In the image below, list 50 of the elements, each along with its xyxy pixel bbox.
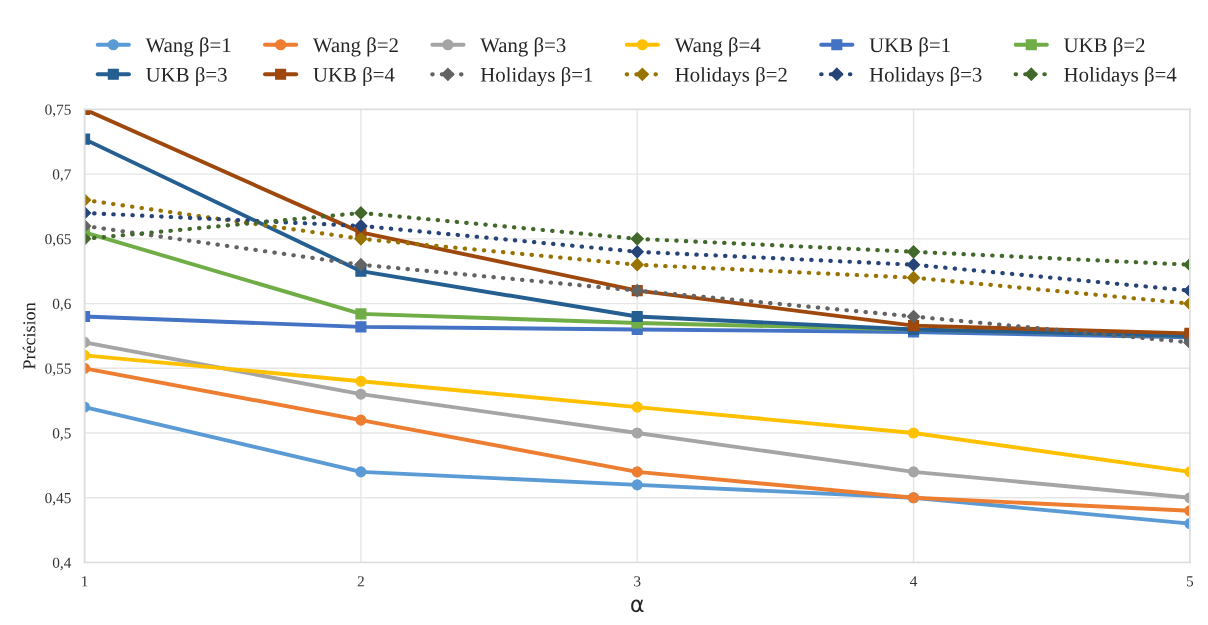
y-tick-label: 0,5 bbox=[52, 428, 71, 441]
point bbox=[354, 258, 368, 272]
legend-label: UKB β=2 bbox=[1063, 37, 1145, 57]
point bbox=[354, 206, 368, 220]
point bbox=[631, 310, 643, 323]
y-tick-label: 0,4 bbox=[52, 557, 72, 571]
point bbox=[906, 309, 921, 324]
point bbox=[630, 245, 644, 259]
legend-label: UKB β=3 bbox=[146, 66, 227, 87]
legend-label: Holidays β=2 bbox=[675, 66, 787, 87]
legend-label: UKB β=4 bbox=[313, 66, 395, 87]
x-tick-label: 2 bbox=[357, 576, 364, 587]
point bbox=[355, 414, 367, 426]
point bbox=[907, 427, 920, 439]
point bbox=[631, 466, 643, 478]
point bbox=[906, 271, 921, 285]
x-tick-label: 5 bbox=[1186, 576, 1194, 587]
point bbox=[906, 258, 921, 272]
point bbox=[630, 232, 644, 246]
point bbox=[631, 401, 643, 413]
y-axis-title: Précision bbox=[22, 302, 36, 370]
legend-label: Holidays β=4 bbox=[1064, 66, 1177, 87]
point bbox=[354, 219, 368, 233]
point bbox=[355, 388, 367, 400]
point bbox=[355, 375, 367, 387]
y-tick-label: 0,7 bbox=[52, 169, 71, 182]
x-tick-label: 3 bbox=[634, 576, 641, 587]
legend-label: UKB β=1 bbox=[869, 37, 950, 57]
point bbox=[355, 308, 367, 320]
y-tick-label: 0,45 bbox=[45, 492, 71, 506]
y-tick-label: 0,75 bbox=[45, 104, 71, 118]
legend-label: Wang β=3 bbox=[480, 37, 566, 57]
legend-label: Holidays β=1 bbox=[480, 66, 593, 87]
x-tick-label: 1 bbox=[82, 576, 88, 587]
y-tick-label: 0,65 bbox=[45, 233, 71, 247]
x-tick-label: 4 bbox=[910, 576, 918, 587]
point bbox=[354, 232, 368, 246]
point bbox=[630, 258, 644, 272]
point bbox=[355, 321, 367, 333]
y-tick-label: 0,6 bbox=[52, 298, 71, 312]
y-tick-label: 0,55 bbox=[45, 363, 71, 376]
point bbox=[906, 245, 921, 259]
point bbox=[631, 427, 643, 439]
legend-label: Wang β=4 bbox=[674, 37, 761, 57]
legend-label: Wang β=2 bbox=[312, 37, 398, 57]
point bbox=[907, 320, 920, 332]
point bbox=[907, 466, 920, 478]
x-axis-title: α bbox=[631, 599, 644, 613]
legend-label: Holidays β=3 bbox=[869, 66, 982, 87]
legend-label: Wang β=1 bbox=[145, 37, 231, 57]
